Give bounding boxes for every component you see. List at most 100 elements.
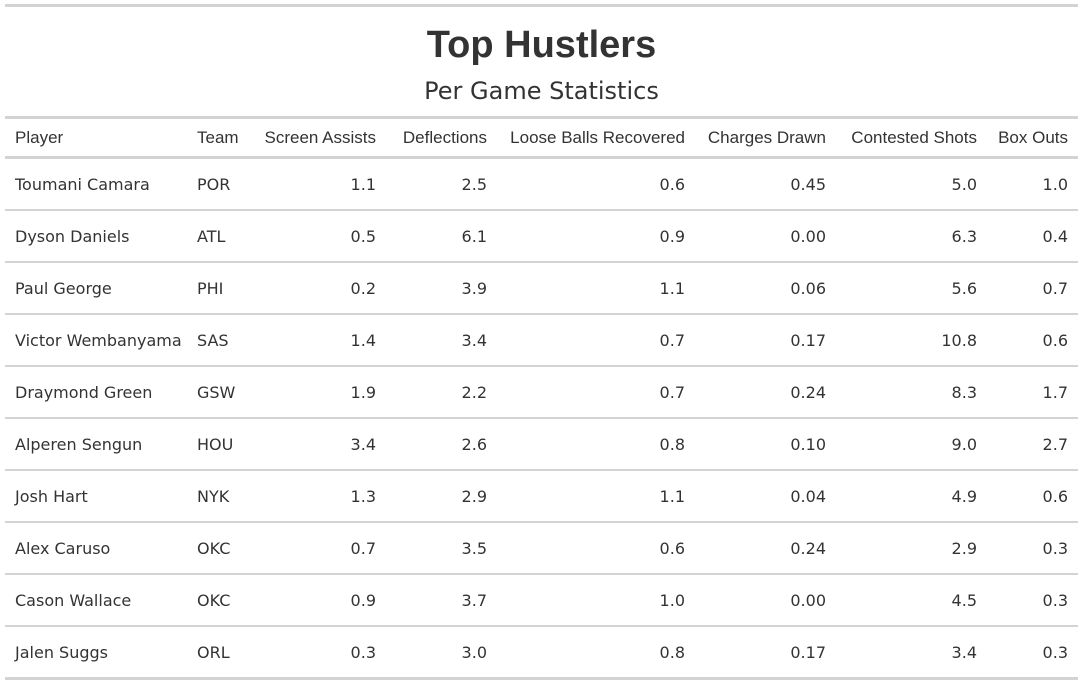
- cell-player: Cason Wallace: [5, 574, 187, 627]
- cell-deflections: 2.9: [386, 470, 497, 523]
- cell-box-outs: 0.3: [987, 574, 1078, 627]
- cell-charges-drawn: 0.24: [695, 366, 836, 419]
- table-row: Alex Caruso OKC 0.7 3.5 0.6 0.24 2.9 0.3: [5, 522, 1078, 575]
- column-header-loose-balls-recovered: Loose Balls Recovered: [510, 127, 685, 147]
- cell-player: Jalen Suggs: [5, 626, 187, 680]
- cell-deflections: 3.7: [386, 574, 497, 627]
- cell-deflections: 6.1: [386, 210, 497, 263]
- table-row: Cason Wallace OKC 0.9 3.7 1.0 0.00 4.5 0.3: [5, 574, 1078, 627]
- cell-loose-balls-recovered: 0.6: [497, 522, 695, 575]
- cell-screen-assists: 0.3: [249, 626, 386, 680]
- cell-box-outs: 2.7: [987, 418, 1078, 471]
- cell-deflections: 3.4: [386, 314, 497, 367]
- cell-loose-balls-recovered: 0.8: [497, 418, 695, 471]
- cell-loose-balls-recovered: 1.0: [497, 574, 695, 627]
- cell-charges-drawn: 0.10: [695, 418, 836, 471]
- cell-team: HOU: [187, 418, 249, 471]
- cell-contested-shots: 3.4: [836, 626, 987, 680]
- cell-player: Draymond Green: [5, 366, 187, 419]
- cell-player: Dyson Daniels: [5, 210, 187, 263]
- cell-deflections: 3.0: [386, 626, 497, 680]
- header-row: Player Team Screen Assists Deflections Loose…: [5, 117, 1078, 158]
- cell-screen-assists: 0.7: [249, 522, 386, 575]
- cell-deflections: 2.5: [386, 157, 497, 211]
- stats-table: Player Team Screen Assists Deflections Loose…: [5, 116, 1078, 680]
- table-row: Alperen Sengun HOU 3.4 2.6 0.8 0.10 9.0 2.7: [5, 418, 1078, 471]
- table-subtitle: Per Game Statistics: [424, 77, 659, 105]
- cell-loose-balls-recovered: 0.7: [497, 314, 695, 367]
- cell-box-outs: 1.7: [987, 366, 1078, 419]
- cell-box-outs: 0.6: [987, 470, 1078, 523]
- column-header-charges-drawn: Charges Drawn: [707, 127, 826, 147]
- column-header-player: Player: [15, 127, 64, 147]
- table-row: Victor Wembanyama SAS 1.4 3.4 0.7 0.17 10.8 0.6: [5, 314, 1078, 367]
- cell-box-outs: 0.3: [987, 522, 1078, 575]
- top-rule: [5, 4, 1078, 7]
- cell-team: GSW: [187, 366, 249, 419]
- table-container: Top Hustlers Per Game Statistics Player T…: [5, 4, 1078, 680]
- cell-deflections: 2.2: [386, 366, 497, 419]
- cell-charges-drawn: 0.17: [695, 314, 836, 367]
- cell-team: POR: [187, 157, 249, 211]
- column-header-contested-shots: Contested Shots: [851, 127, 977, 147]
- cell-loose-balls-recovered: 1.1: [497, 262, 695, 315]
- cell-team: ATL: [187, 210, 249, 263]
- cell-screen-assists: 1.1: [249, 157, 386, 211]
- cell-screen-assists: 1.9: [249, 366, 386, 419]
- table-row: Jalen Suggs ORL 0.3 3.0 0.8 0.17 3.4 0.3: [5, 626, 1078, 680]
- cell-team: OKC: [187, 522, 249, 575]
- cell-team: SAS: [187, 314, 249, 367]
- cell-charges-drawn: 0.06: [695, 262, 836, 315]
- cell-box-outs: 0.4: [987, 210, 1078, 263]
- cell-contested-shots: 4.5: [836, 574, 987, 627]
- column-header-team: Team: [197, 127, 239, 147]
- cell-charges-drawn: 0.17: [695, 626, 836, 680]
- cell-box-outs: 0.3: [987, 626, 1078, 680]
- cell-charges-drawn: 0.00: [695, 210, 836, 263]
- cell-contested-shots: 6.3: [836, 210, 987, 263]
- cell-player: Josh Hart: [5, 470, 187, 523]
- cell-charges-drawn: 0.00: [695, 574, 836, 627]
- cell-team: PHI: [187, 262, 249, 315]
- cell-loose-balls-recovered: 0.8: [497, 626, 695, 680]
- cell-player: Alperen Sengun: [5, 418, 187, 471]
- cell-loose-balls-recovered: 0.7: [497, 366, 695, 419]
- cell-screen-assists: 1.4: [249, 314, 386, 367]
- cell-deflections: 2.6: [386, 418, 497, 471]
- cell-player: Toumani Camara: [5, 157, 187, 211]
- table-row: Draymond Green GSW 1.9 2.2 0.7 0.24 8.3 1.7: [5, 366, 1078, 419]
- cell-player: Paul George: [5, 262, 187, 315]
- cell-charges-drawn: 0.45: [695, 157, 836, 211]
- cell-contested-shots: 2.9: [836, 522, 987, 575]
- cell-screen-assists: 3.4: [249, 418, 386, 471]
- cell-team: NYK: [187, 470, 249, 523]
- table-row: Dyson Daniels ATL 0.5 6.1 0.9 0.00 6.3 0.4: [5, 210, 1078, 263]
- cell-box-outs: 1.0: [987, 157, 1078, 211]
- cell-loose-balls-recovered: 0.9: [497, 210, 695, 263]
- cell-player: Victor Wembanyama: [5, 314, 187, 367]
- table-row: Josh Hart NYK 1.3 2.9 1.1 0.04 4.9 0.6: [5, 470, 1078, 523]
- cell-contested-shots: 5.6: [836, 262, 987, 315]
- cell-contested-shots: 4.9: [836, 470, 987, 523]
- cell-deflections: 3.9: [386, 262, 497, 315]
- cell-contested-shots: 8.3: [836, 366, 987, 419]
- cell-charges-drawn: 0.24: [695, 522, 836, 575]
- cell-deflections: 3.5: [386, 522, 497, 575]
- cell-loose-balls-recovered: 0.6: [497, 157, 695, 211]
- cell-contested-shots: 5.0: [836, 157, 987, 211]
- cell-box-outs: 0.6: [987, 314, 1078, 367]
- column-header-box-outs: Box Outs: [998, 127, 1068, 147]
- cell-screen-assists: 0.9: [249, 574, 386, 627]
- cell-screen-assists: 0.2: [249, 262, 386, 315]
- cell-contested-shots: 10.8: [836, 314, 987, 367]
- cell-screen-assists: 1.3: [249, 470, 386, 523]
- cell-team: ORL: [187, 626, 249, 680]
- cell-screen-assists: 0.5: [249, 210, 386, 263]
- cell-contested-shots: 9.0: [836, 418, 987, 471]
- column-header-screen-assists: Screen Assists: [264, 127, 377, 147]
- table-row: Toumani Camara POR 1.1 2.5 0.6 0.45 5.0 1.0: [5, 157, 1078, 211]
- cell-player: Alex Caruso: [5, 522, 187, 575]
- cell-team: OKC: [187, 574, 249, 627]
- table-row: Paul George PHI 0.2 3.9 1.1 0.06 5.6 0.7: [5, 262, 1078, 315]
- table-body: Toumani Camara POR 1.1 2.5 0.6 0.45 5.0 1.0 Dyso…: [5, 157, 1078, 680]
